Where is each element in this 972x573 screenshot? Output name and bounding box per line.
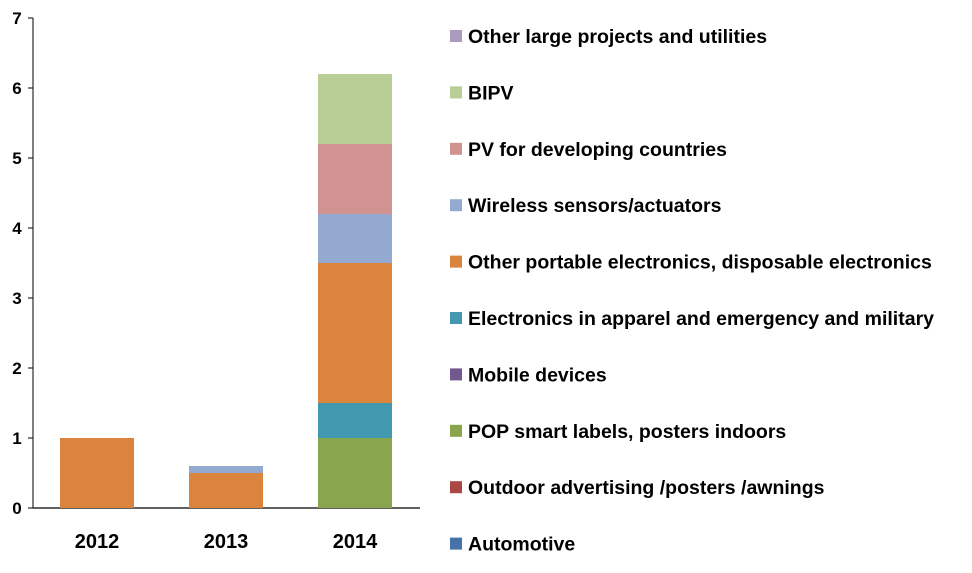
legend-swatch <box>450 312 462 324</box>
y-tick-label: 1 <box>12 429 21 448</box>
legend-swatch <box>450 368 462 381</box>
legend-swatch <box>450 86 462 99</box>
legend-label: Other large projects and utilities <box>468 26 767 48</box>
y-tick-label: 6 <box>12 79 21 98</box>
y-tick-label: 4 <box>12 219 22 238</box>
legend-label: Mobile devices <box>468 364 607 386</box>
legend-swatch <box>450 255 462 268</box>
bar-segment <box>189 473 263 508</box>
legend-swatch <box>450 30 462 42</box>
x-tick-label: 2013 <box>204 531 249 553</box>
legend-swatch <box>450 537 462 550</box>
y-tick-label: 5 <box>12 149 21 168</box>
y-tick-label: 0 <box>12 499 21 518</box>
legend-swatch <box>450 199 462 212</box>
legend-label: Electronics in apparel and emergency and… <box>468 308 934 330</box>
legend-label: Outdoor advertising /posters /awnings <box>468 477 825 499</box>
bar-segment <box>60 438 134 508</box>
legend-label: Automotive <box>468 534 575 556</box>
legend-label: Wireless sensors/actuators <box>468 195 722 217</box>
legend-swatch <box>450 424 462 437</box>
legend-label: BIPV <box>468 82 514 104</box>
bar-segment <box>318 214 392 263</box>
legend-label: PV for developing countries <box>468 139 727 161</box>
y-tick-label: 2 <box>12 359 21 378</box>
y-tick-label: 7 <box>12 9 21 28</box>
y-tick-label: 3 <box>12 289 21 308</box>
legend-label: POP smart labels, posters indoors <box>468 421 786 443</box>
x-tick-label: 2012 <box>75 531 120 553</box>
bar-segment <box>318 438 392 508</box>
bar-segment <box>189 466 263 473</box>
legend-swatch <box>450 481 462 494</box>
bar-segment <box>318 403 392 438</box>
bar-segment <box>318 74 392 144</box>
bar-segment <box>318 263 392 403</box>
legend-swatch <box>450 142 462 155</box>
legend-label: Other portable electronics, disposable e… <box>468 252 932 274</box>
bar-segment <box>318 144 392 214</box>
x-tick-label: 2014 <box>333 531 378 553</box>
